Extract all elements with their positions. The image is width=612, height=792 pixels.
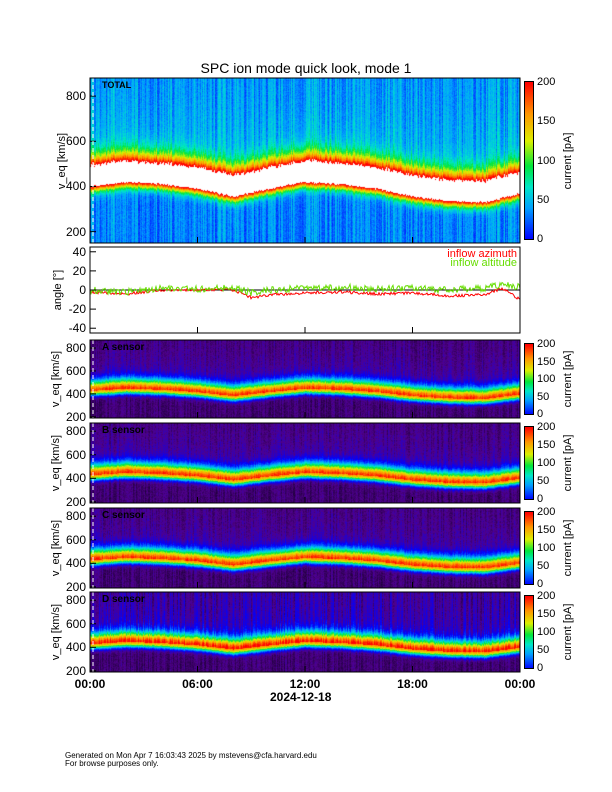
- y-tick-label: 800: [65, 509, 86, 524]
- footer-generated: Generated on Mon Apr 7 16:03:43 2025 by …: [65, 751, 317, 760]
- footer-note: For browse purposes only.: [65, 759, 159, 768]
- y-tick-label: 40: [72, 244, 86, 259]
- plot-title: SPC ion mode quick look, mode 1: [200, 60, 412, 76]
- colorbar-tick: 50: [537, 193, 550, 206]
- series-inflow-azimuth: [89, 286, 521, 300]
- spectrogram-d: [90, 592, 520, 672]
- y-tick-label: 400: [65, 556, 86, 571]
- x-tick-label: 00:00: [504, 677, 536, 691]
- series-inflow-altitude: [89, 281, 521, 296]
- spectrogram-a: [90, 340, 520, 418]
- colorbar-tick: 200: [537, 590, 556, 602]
- colorbar-tick: 100: [537, 542, 556, 554]
- y-tick-label: 800: [65, 424, 86, 439]
- panel-frame: [89, 507, 521, 589]
- y-tick-label: 400: [65, 471, 86, 486]
- colorbar: [524, 595, 534, 669]
- colorbar-tick: 100: [537, 457, 556, 469]
- x-tick-label: 06:00: [182, 677, 213, 691]
- colorbar: [524, 426, 534, 500]
- y-tick-label: -40: [68, 321, 86, 336]
- colorbar-tick: 100: [537, 373, 556, 385]
- y-tick-label: 0: [79, 283, 86, 297]
- colorbar-tick: 100: [537, 626, 556, 638]
- x-axis-date: 2024-12-18: [270, 690, 332, 704]
- y-tick-label: 400: [65, 179, 86, 194]
- panel-frame: [89, 339, 521, 419]
- x-tick-label: 00:00: [74, 677, 106, 691]
- spectrogram-c: [90, 508, 520, 588]
- panel-label: C sensor: [102, 510, 145, 521]
- y-tick-label: 600: [65, 447, 86, 462]
- spectrogram-b: [90, 423, 520, 503]
- colorbar: [524, 511, 534, 585]
- y-tick-label: 600: [65, 363, 86, 378]
- colorbar: [524, 343, 534, 415]
- y-tick-label: 600: [65, 134, 86, 149]
- y-tick-label: 200: [65, 224, 86, 239]
- colorbar-tick: 0: [537, 493, 544, 505]
- colorbar-tick: 50: [537, 644, 550, 656]
- colorbar-tick: 150: [537, 439, 556, 451]
- colorbar-tick: 200: [537, 338, 556, 350]
- y-tick-label: 800: [65, 593, 86, 608]
- colorbar: [524, 81, 534, 240]
- y-tick-label: 800: [65, 89, 86, 104]
- panel-label: TOTAL: [102, 80, 132, 90]
- panel-frame: [89, 591, 521, 673]
- colorbar-tick: 200: [537, 506, 556, 518]
- y-tick-label: 200: [65, 409, 86, 424]
- colorbar-tick: 200: [537, 421, 556, 433]
- colorbar-tick: 100: [537, 154, 556, 167]
- legend-inflow-azimuth: inflow azimuth: [447, 248, 517, 260]
- colorbar-tick: 150: [537, 355, 556, 368]
- y-tick-label: 600: [65, 532, 86, 547]
- y-tick-label: 400: [65, 386, 86, 401]
- colorbar-tick: 150: [537, 608, 556, 620]
- colorbar-tick: 0: [537, 662, 544, 674]
- y-tick-label: 20: [72, 263, 86, 278]
- colorbar-tick: 0: [537, 408, 544, 420]
- colorbar-tick: 150: [537, 524, 556, 536]
- y-tick-label: 200: [65, 579, 86, 594]
- legend-inflow-altitude: inflow altitude: [450, 257, 517, 269]
- y-tick-label: 800: [65, 341, 86, 356]
- panel-label: A sensor: [102, 342, 145, 353]
- y-tick-label: 200: [65, 494, 86, 509]
- colorbar-tick: 50: [537, 475, 550, 487]
- y-tick-label: 200: [65, 663, 86, 678]
- y-tick-label: 400: [65, 640, 86, 655]
- colorbar-tick: 0: [537, 233, 544, 245]
- x-tick-label: 12:00: [289, 677, 321, 691]
- panel-frame: [89, 422, 521, 504]
- colorbar-tick: 50: [537, 390, 550, 403]
- x-tick-label: 18:00: [397, 677, 428, 691]
- colorbar-tick: 150: [537, 115, 556, 128]
- y-tick-label: -20: [68, 302, 86, 317]
- panel-frame: [89, 77, 521, 244]
- colorbar-tick: 0: [537, 578, 544, 590]
- panel-label: B sensor: [102, 425, 145, 436]
- y-tick-label: 600: [65, 616, 86, 631]
- colorbar-tick: 200: [537, 76, 556, 88]
- panel-label: D sensor: [102, 594, 145, 605]
- spectrogram-total: [90, 78, 520, 243]
- colorbar-tick: 50: [537, 560, 550, 572]
